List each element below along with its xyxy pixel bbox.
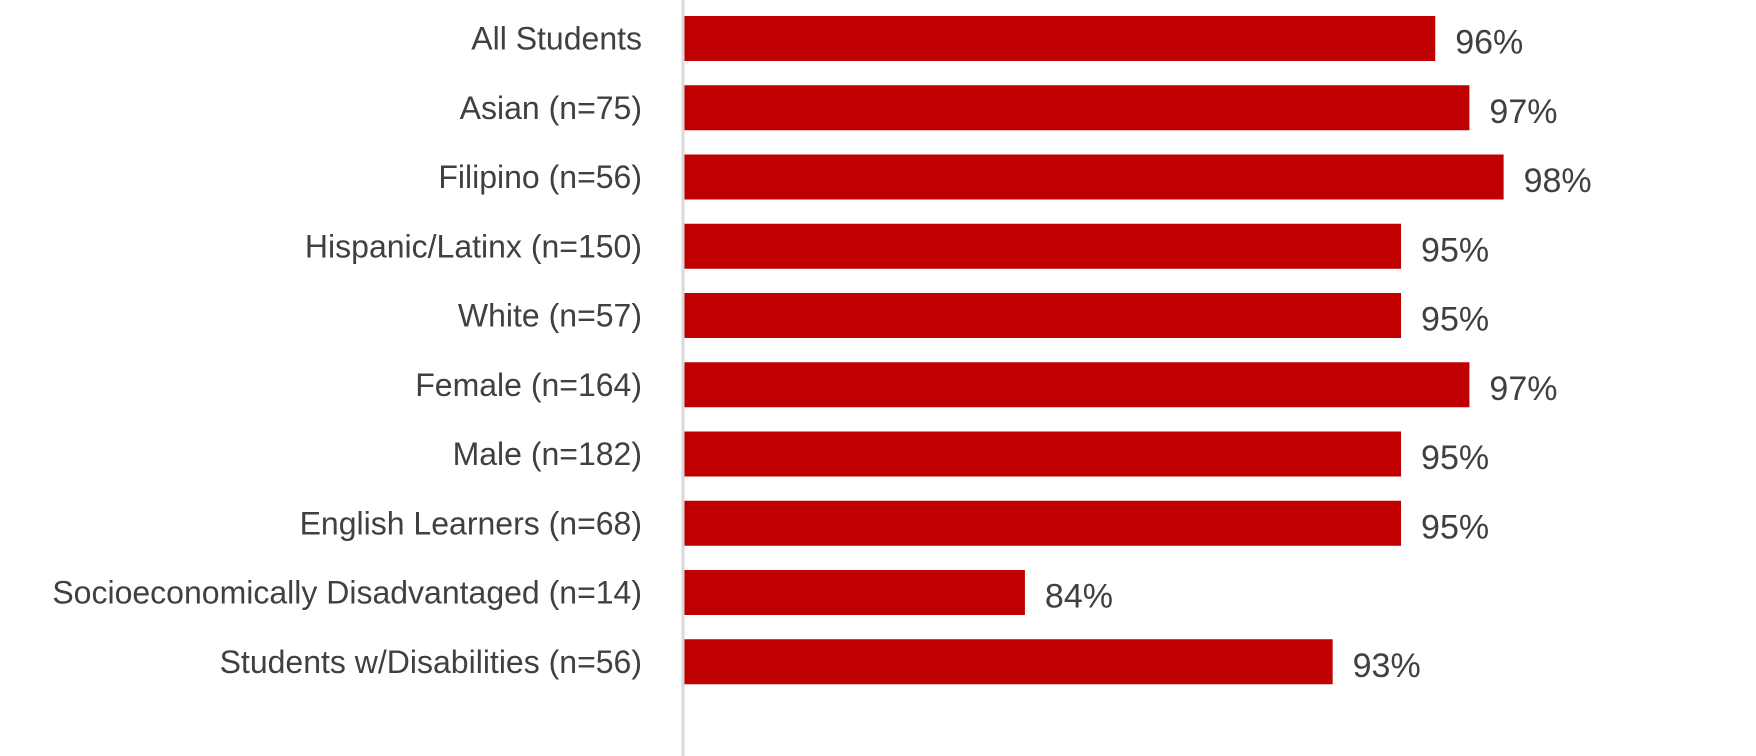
bar-1 [684, 85, 1470, 131]
bar-2 [684, 154, 1504, 200]
bar-5 [684, 362, 1470, 408]
value-label-8: 84% [1045, 578, 1113, 616]
value-label-9: 93% [1353, 647, 1421, 685]
bar-4 [684, 293, 1402, 338]
category-label-8: Socioeconomically Disadvantaged (n=14) [52, 575, 642, 611]
value-label-5: 97% [1489, 370, 1557, 408]
category-labels-layer: All Students Asian (n=75) Filipino (n=56) H… [52, 21, 642, 680]
bars-layer [684, 16, 1504, 685]
bar-0 [684, 16, 1436, 61]
value-label-7: 95% [1421, 508, 1489, 546]
category-label-1: Asian (n=75) [460, 90, 642, 126]
value-label-1: 97% [1489, 93, 1557, 131]
bar-3 [684, 223, 1402, 269]
category-label-0: All Students [471, 21, 642, 57]
category-label-5: Female (n=164) [415, 367, 642, 403]
bar-6 [684, 431, 1402, 477]
value-labels-layer: 96%97%98%95%95%97%95%95%84%93% [1045, 24, 1592, 685]
value-label-6: 95% [1421, 439, 1489, 477]
category-label-7: English Learners (n=68) [300, 505, 642, 541]
bar-8 [684, 570, 1025, 615]
category-label-4: White (n=57) [458, 298, 642, 334]
value-label-2: 98% [1524, 162, 1592, 200]
bar-7 [684, 500, 1402, 546]
bar-9 [684, 639, 1333, 685]
category-label-3: Hispanic/Latinx (n=150) [305, 228, 642, 264]
value-label-3: 95% [1421, 231, 1489, 269]
category-label-6: Male (n=182) [453, 436, 642, 472]
category-label-2: Filipino (n=56) [438, 159, 642, 195]
category-label-9: Students w/Disabilities (n=56) [220, 644, 642, 680]
value-label-0: 96% [1455, 24, 1523, 62]
value-label-4: 95% [1421, 301, 1489, 339]
